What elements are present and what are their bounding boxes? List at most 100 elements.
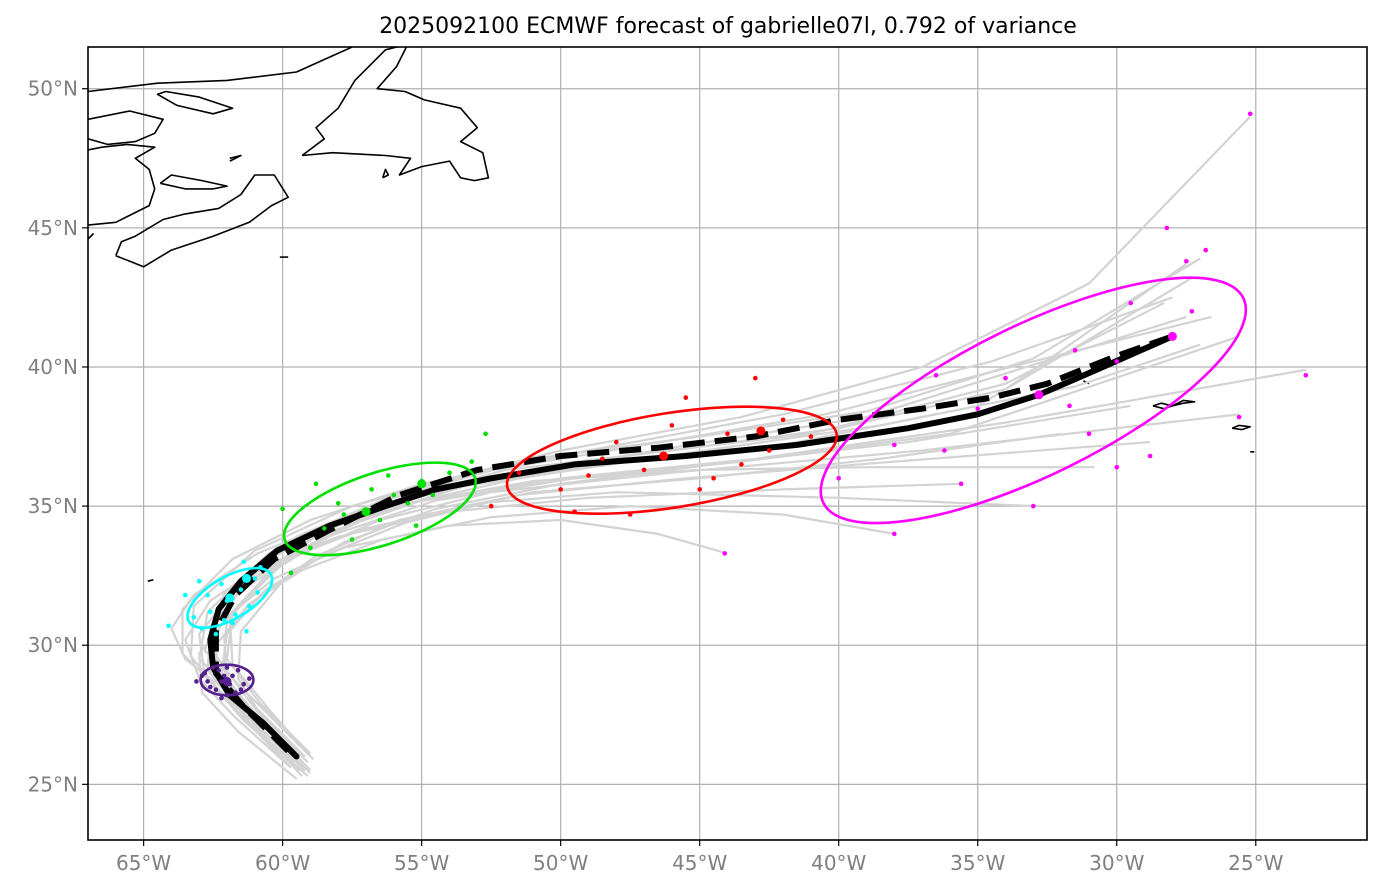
- ensemble-position-dot: [386, 473, 391, 478]
- ensemble-position-dot: [166, 623, 171, 629]
- ensemble-position-dot: [836, 476, 841, 481]
- gaspe-coast: [88, 110, 164, 146]
- ensemble-position-dot: [341, 512, 347, 517]
- ensemble-position-dot: [1147, 453, 1153, 459]
- ensemble-position-dot: [683, 395, 689, 400]
- ensemble-position-dot: [252, 576, 258, 581]
- ensemble-position-dot: [739, 462, 744, 467]
- ensemble-position-dot: [1303, 373, 1309, 378]
- ensemble-position-dot: [1003, 375, 1008, 381]
- ensemble-position-dot: [1128, 300, 1133, 306]
- map-title: 2025092100 ECMWF forecast of gabrielle07…: [379, 14, 1077, 39]
- ensemble-track-member-13: [184, 482, 962, 769]
- ensemble-track-member-18: [237, 404, 1131, 772]
- ensemble-position-dot: [892, 442, 897, 448]
- ensemble-position-dot: [1086, 431, 1092, 437]
- mean-point-7: [242, 573, 251, 583]
- ensemble-position-dot: [1114, 359, 1120, 364]
- uncertainty-ellipses: [166, 111, 1309, 701]
- ensemble-track-member-17: [170, 315, 1187, 758]
- y-tick-label: 45°N: [28, 216, 78, 240]
- group-green: [280, 431, 488, 576]
- mean-point-5: [1034, 390, 1044, 400]
- x-tick-label: 45°W: [672, 851, 727, 875]
- mean-point-4: [756, 426, 766, 436]
- ensemble-position-dot: [247, 604, 252, 609]
- uncertainty-ellipse: [199, 663, 255, 697]
- coastlines: [88, 47, 1255, 582]
- mean-point-8: [225, 593, 235, 603]
- ensemble-position-dot: [753, 375, 758, 381]
- uncertainty-ellipse: [505, 405, 839, 516]
- ensemble-position-dot: [641, 467, 647, 473]
- x-tick-label: 40°W: [811, 851, 866, 875]
- uncertainty-ellipse: [282, 461, 478, 557]
- ensemble-track-member-4: [223, 302, 1165, 763]
- ensemble-position-dot: [194, 679, 199, 684]
- ensemble-position-dot: [183, 592, 188, 598]
- ensemble-position-dot: [1247, 111, 1253, 117]
- ensemble-track-member-19: [181, 296, 1173, 761]
- ensemble-position-dot: [213, 687, 219, 692]
- ensemble-position-dot: [469, 459, 475, 464]
- plot-frame: [87, 46, 1368, 841]
- ensemble-position-dot: [933, 373, 939, 378]
- ensemble-position-dot: [377, 517, 383, 523]
- ensemble-position-dot: [221, 673, 227, 679]
- ensemble-position-dot: [1164, 225, 1170, 231]
- ensemble-position-dot: [1031, 503, 1036, 509]
- x-tick-label: 55°W: [394, 851, 449, 875]
- x-tick-label: 35°W: [950, 851, 1005, 875]
- ensemble-position-dot: [483, 431, 488, 437]
- ensemble-position-dot: [208, 684, 213, 690]
- x-tick-label: 50°W: [533, 851, 588, 875]
- ensemble-position-dot: [322, 526, 327, 531]
- ensemble-position-dot: [614, 439, 619, 445]
- ensemble-position-dot: [722, 551, 727, 556]
- ensemble-position-dot: [238, 687, 244, 692]
- ensemble-position-dot: [238, 587, 244, 592]
- ensemble-position-dot: [233, 612, 238, 617]
- ensemble-position-dot: [244, 629, 249, 634]
- mean-markers: [222, 331, 1177, 686]
- ensemble-position-dot: [369, 487, 374, 492]
- mean-track-solid: [207, 333, 1176, 760]
- ensemble-position-dot: [1072, 348, 1078, 353]
- mean-track-dashed: [212, 333, 1174, 754]
- ensemble-position-dot: [241, 681, 246, 687]
- y-tick-label: 35°N: [28, 494, 78, 518]
- group-cyan: [166, 559, 274, 637]
- newfoundland: [301, 47, 490, 182]
- ensemble-position-dot: [1203, 247, 1208, 253]
- group-magenta: [722, 111, 1309, 556]
- y-tick-label: 40°N: [28, 355, 78, 379]
- ensemble-position-dot: [349, 537, 355, 542]
- pei: [159, 174, 228, 190]
- ensemble-tracks: [170, 115, 1306, 780]
- ensemble-position-dot: [255, 590, 260, 595]
- anticosti-island: [156, 90, 234, 115]
- x-tick-label: 65°W: [116, 851, 171, 875]
- ensemble-position-dot: [191, 615, 196, 620]
- azores-central-2: [1172, 399, 1196, 407]
- ensemble-position-dot: [205, 592, 210, 598]
- y-tick-label: 30°N: [28, 633, 78, 657]
- ensemble-position-dot: [430, 492, 436, 498]
- ensemble-position-dot: [558, 487, 563, 492]
- ensemble-position-dot: [216, 668, 221, 673]
- mean-point-6: [1167, 331, 1177, 341]
- ensemble-position-dot: [224, 665, 230, 670]
- nova-scotia: [115, 174, 289, 268]
- ensemble-track-member-1: [203, 257, 1201, 758]
- uncertainty-ellipse: [186, 566, 274, 629]
- ensemble-position-dot: [1189, 309, 1195, 314]
- axis-ticks: 65°W 60°W 55°W 50°W 45°W 40°W 35°W 30°W 25°W 25°N…: [28, 77, 1284, 875]
- ensemble-position-dot: [1236, 414, 1242, 420]
- ensemble-position-dot: [205, 679, 210, 684]
- ensemble-position-dot: [219, 581, 224, 587]
- ensemble-position-dot: [241, 559, 246, 565]
- ensemble-position-dot: [586, 473, 591, 478]
- ensemble-track-member-15: [198, 518, 728, 780]
- ensemble-position-dot: [1114, 464, 1120, 470]
